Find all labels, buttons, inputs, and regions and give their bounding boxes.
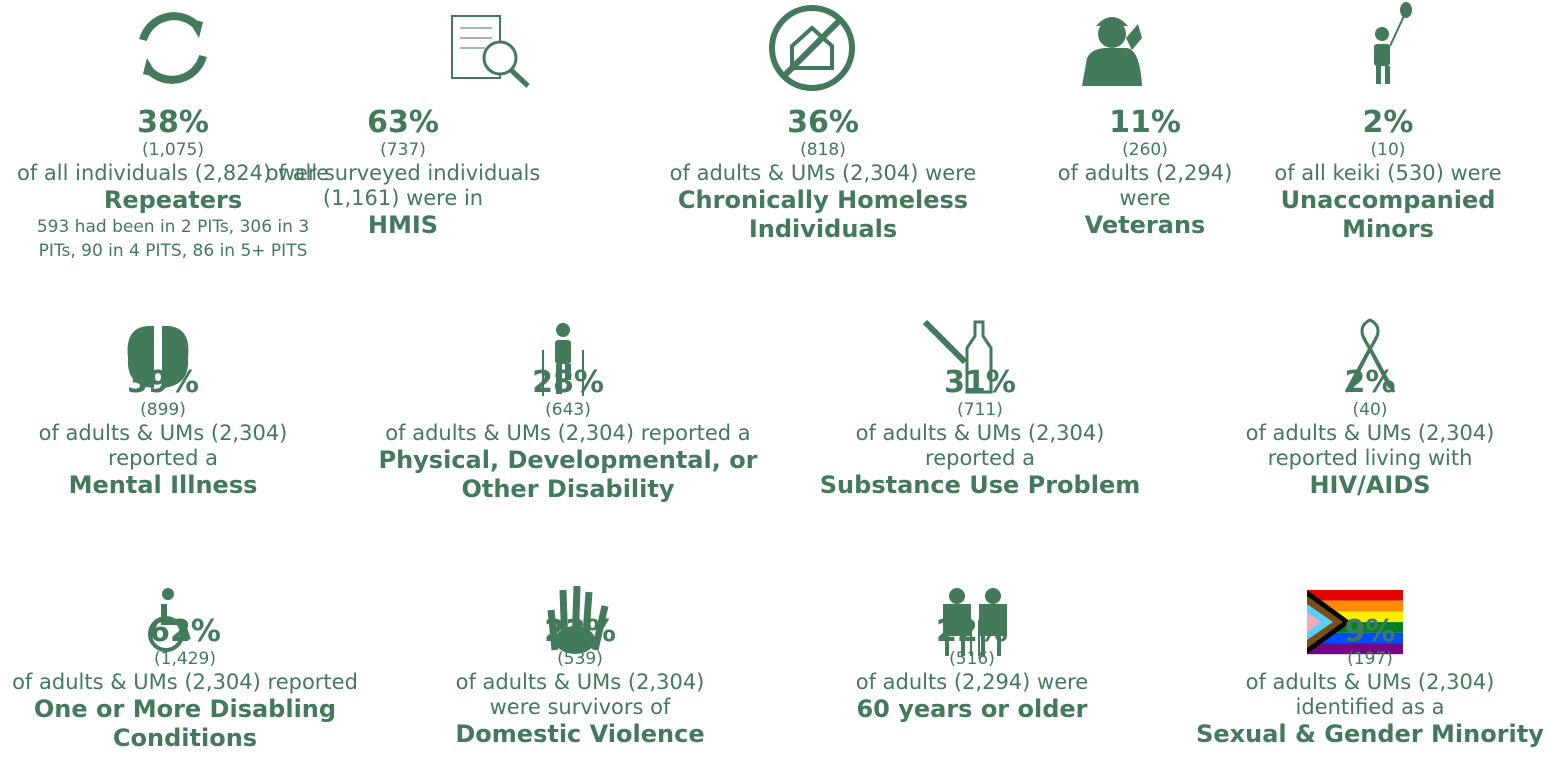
stat-item: 38% (1,075) of all individuals (2,824) wer… (0, 106, 383, 263)
text: of adults & UMs (2,304) (855, 421, 1105, 445)
pct: 36% (787, 105, 859, 140)
count: (818) (800, 140, 846, 160)
label: Sexual & Gender Minority (1196, 720, 1544, 748)
stat-item: 36% (818) of adults & UMs (2,304) were Chro… (613, 106, 1033, 244)
label: Unaccompanied (1280, 186, 1496, 214)
text: of adults (2,294) were (855, 670, 1089, 694)
pct: 28% (532, 365, 604, 400)
text: identified as a (1295, 695, 1445, 719)
text: reported living with (1267, 446, 1473, 470)
text: of adults & UMs (2,304) reported (12, 670, 358, 694)
count: (40) (1352, 400, 1388, 420)
note: 593 had been in 2 PITs, 306 in 3 (36, 217, 310, 237)
label: 60 years or older (856, 695, 1088, 723)
count: (260) (1122, 140, 1168, 160)
pct: 22% (936, 614, 1008, 649)
stat-item: 22% (516) of adults (2,294) were 60 years o… (762, 615, 1182, 724)
label: Chronically Homeless (677, 186, 969, 214)
icon (148, 588, 191, 652)
count: (711) (957, 400, 1003, 420)
label: HIV/AIDS (1309, 471, 1431, 499)
label: Other Disability (461, 475, 675, 503)
pct: 11% (1109, 105, 1181, 140)
icon (547, 585, 609, 654)
text: reported a (108, 446, 218, 470)
note: PITs, 90 in 4 PITS, 86 in 5+ PITS (38, 241, 308, 261)
pct: 62% (149, 614, 221, 649)
count: (1,075) (142, 140, 204, 160)
count: (539) (557, 649, 603, 669)
stat-item: 28% (643) of adults & UMs (2,304) reported… (358, 366, 778, 504)
text: (1,161) were in (322, 186, 484, 210)
text: were survivors of (489, 695, 671, 719)
text: were (1119, 186, 1171, 210)
icon (1082, 17, 1142, 86)
pct: 63% (367, 105, 439, 140)
text: of adults & UMs (2,304) were (669, 161, 977, 185)
count: (197) (1347, 649, 1393, 669)
stat-item: 63% (737) of all surveyed individuals (1,16… (193, 106, 613, 240)
icon (1344, 318, 1396, 393)
label: Individuals (748, 215, 898, 243)
label: Physical, Developmental, or (378, 446, 758, 474)
stat-item: 2% (10) of all keiki (530) were Unaccompani… (1178, 106, 1549, 244)
text: of all keiki (530) were (1274, 161, 1502, 185)
label: Domestic Violence (455, 720, 705, 748)
stat-item: 31% (711) of adults & UMs (2,304) reported … (770, 366, 1190, 500)
text: of all individuals (2,824) were (16, 161, 330, 185)
pct: 2% (1344, 365, 1396, 400)
label: Veterans (1084, 211, 1206, 239)
icon (1307, 590, 1403, 655)
icon (769, 5, 855, 91)
text: of adults & UMs (2,304) (1245, 670, 1495, 694)
icon (451, 15, 530, 88)
text: of adults & UMs (2,304) (455, 670, 705, 694)
icon (943, 588, 1007, 656)
stat-item: 2% (40) of adults & UMs (2,304) reported li… (1160, 366, 1549, 500)
label: Mental Illness (68, 471, 258, 499)
label: Substance Use Problem (819, 471, 1141, 499)
text: of adults & UMs (2,304) reported a (385, 421, 751, 445)
label: Repeaters (103, 186, 243, 214)
stat-item: 11% (260) of adults (2,294) were Veterans (935, 106, 1355, 240)
text: of adults & UMs (2,304) (38, 421, 288, 445)
icon (1374, 2, 1412, 84)
stat-item: 62% (1,429) of adults & UMs (2,304) report… (0, 615, 395, 753)
icon (139, 12, 207, 84)
count: (10) (1370, 140, 1406, 160)
count: (737) (380, 140, 426, 160)
pct: 31% (944, 365, 1016, 400)
count: (899) (140, 400, 186, 420)
count: (516) (949, 649, 995, 669)
label: One or More Disabling (33, 695, 337, 723)
count: (643) (545, 400, 591, 420)
label: HMIS (367, 211, 439, 239)
icon (922, 319, 993, 394)
stat-item: 39% (899) of adults & UMs (2,304) reported … (0, 366, 373, 500)
pct: 38% (137, 105, 209, 140)
text: of adults & UMs (2,304) (1245, 421, 1495, 445)
pct: 2% (1362, 105, 1414, 140)
pct: 9% (1344, 614, 1396, 649)
label: Conditions (112, 724, 258, 752)
stat-item: 9% (197) of adults & UMs (2,304) identified… (1160, 615, 1549, 749)
text: of all surveyed individuals (265, 161, 541, 185)
stat-item: 23% (539) of adults & UMs (2,304) were surv… (370, 615, 790, 749)
text: of adults (2,294) (1057, 161, 1233, 185)
icon (127, 325, 189, 388)
pct: 39% (127, 365, 199, 400)
pct: 23% (544, 614, 616, 649)
label: Minors (1342, 215, 1434, 243)
count: (1,429) (154, 649, 216, 669)
text: reported a (925, 446, 1035, 470)
icon (542, 323, 584, 396)
